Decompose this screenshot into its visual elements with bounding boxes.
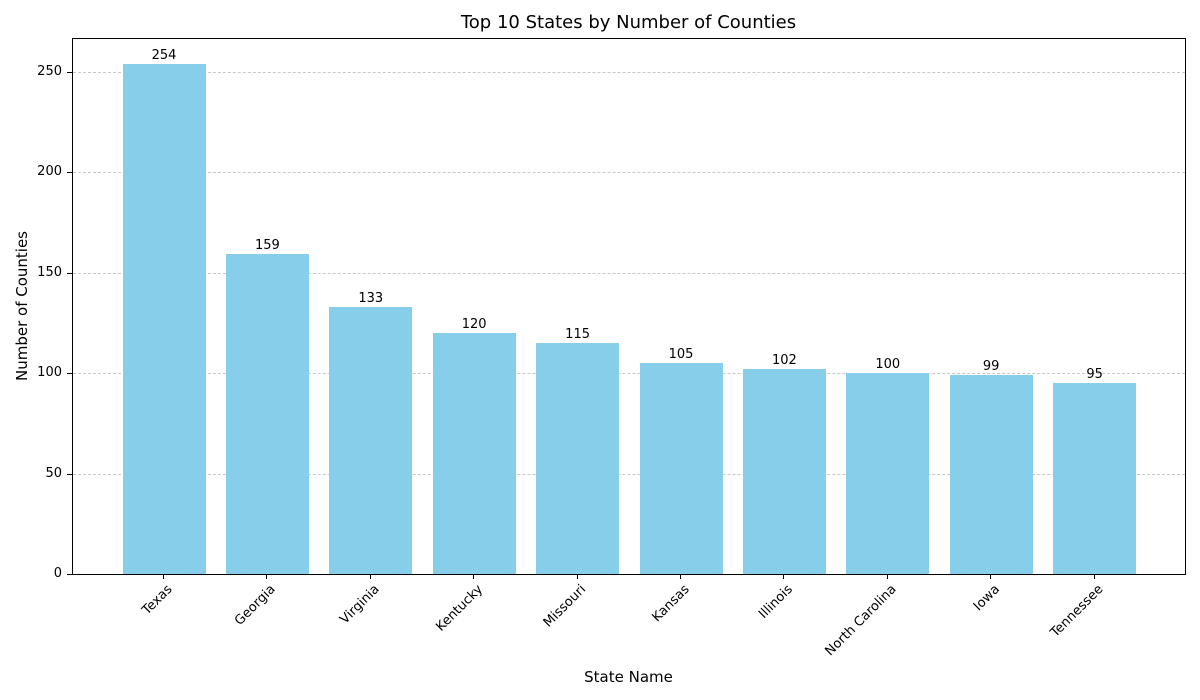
- x-tick-label: Kansas: [649, 582, 693, 626]
- x-tick: [783, 574, 785, 579]
- x-tick-label: Kentucky: [433, 582, 487, 635]
- bar-value-label: 102: [771, 353, 797, 368]
- x-tick-label: Georgia: [232, 582, 279, 629]
- bar-value-label: 99: [982, 359, 1000, 375]
- chart-title: Top 10 States by Number of Counties: [460, 12, 797, 33]
- x-tick: [680, 574, 681, 579]
- y-tick-label: 200: [37, 164, 62, 180]
- bar-value-label: 159: [254, 238, 280, 254]
- x-tick: [990, 574, 992, 579]
- x-tick-label: Missouri: [540, 582, 589, 631]
- y-tick-label: 150: [37, 264, 62, 280]
- y-axis-label: Number of Counties: [13, 230, 31, 382]
- x-tick: [473, 574, 475, 579]
- x-tick: [369, 574, 371, 579]
- bar-georgia: [225, 254, 309, 574]
- bar-value-label: 115: [565, 326, 590, 342]
- bar-value-label: 95: [1086, 367, 1103, 383]
- bar-illinois: [742, 369, 826, 574]
- bar-kansas: [639, 362, 723, 574]
- bar-value-label: 120: [461, 316, 487, 332]
- bar-texas: [122, 63, 206, 574]
- gridline: [73, 272, 1185, 274]
- x-axis-label: State Name: [584, 668, 673, 686]
- bar-north-carolina: [846, 373, 930, 574]
- x-tick-label: Texas: [139, 582, 176, 619]
- x-tick-label: Illinois: [756, 582, 797, 622]
- bar-value-label: 254: [151, 47, 177, 63]
- x-tick-label: Iowa: [971, 582, 1004, 615]
- x-tick-label: Virginia: [337, 582, 383, 628]
- gridline: [73, 71, 1185, 73]
- x-tick: [1093, 574, 1095, 579]
- bar-value-label: 105: [668, 346, 694, 362]
- x-tick: [163, 574, 164, 579]
- x-tick-label: North Carolina: [822, 582, 900, 660]
- x-tick: [576, 574, 578, 579]
- bar-kentucky: [432, 332, 516, 574]
- bar-tennessee: [1053, 383, 1137, 574]
- y-tick-label: 0: [53, 566, 62, 581]
- plot-area: 254 159 133 120 115 105 102 100 99 95: [72, 38, 1186, 575]
- bar-iowa: [949, 375, 1033, 574]
- gridline: [73, 473, 1185, 475]
- x-tick: [266, 574, 268, 579]
- bar-missouri: [536, 342, 620, 574]
- gridline: [73, 373, 1185, 375]
- x-tick: [886, 574, 888, 579]
- y-tick-label: 50: [45, 465, 62, 481]
- gridline: [73, 172, 1185, 174]
- bar-value-label: 133: [358, 290, 384, 306]
- y-tick-label: 100: [37, 365, 62, 381]
- x-tick-label: Tennessee: [1047, 582, 1106, 641]
- bar-value-label: 100: [875, 357, 901, 373]
- y-tick-label: 250: [37, 63, 62, 79]
- bar-virginia: [329, 306, 413, 574]
